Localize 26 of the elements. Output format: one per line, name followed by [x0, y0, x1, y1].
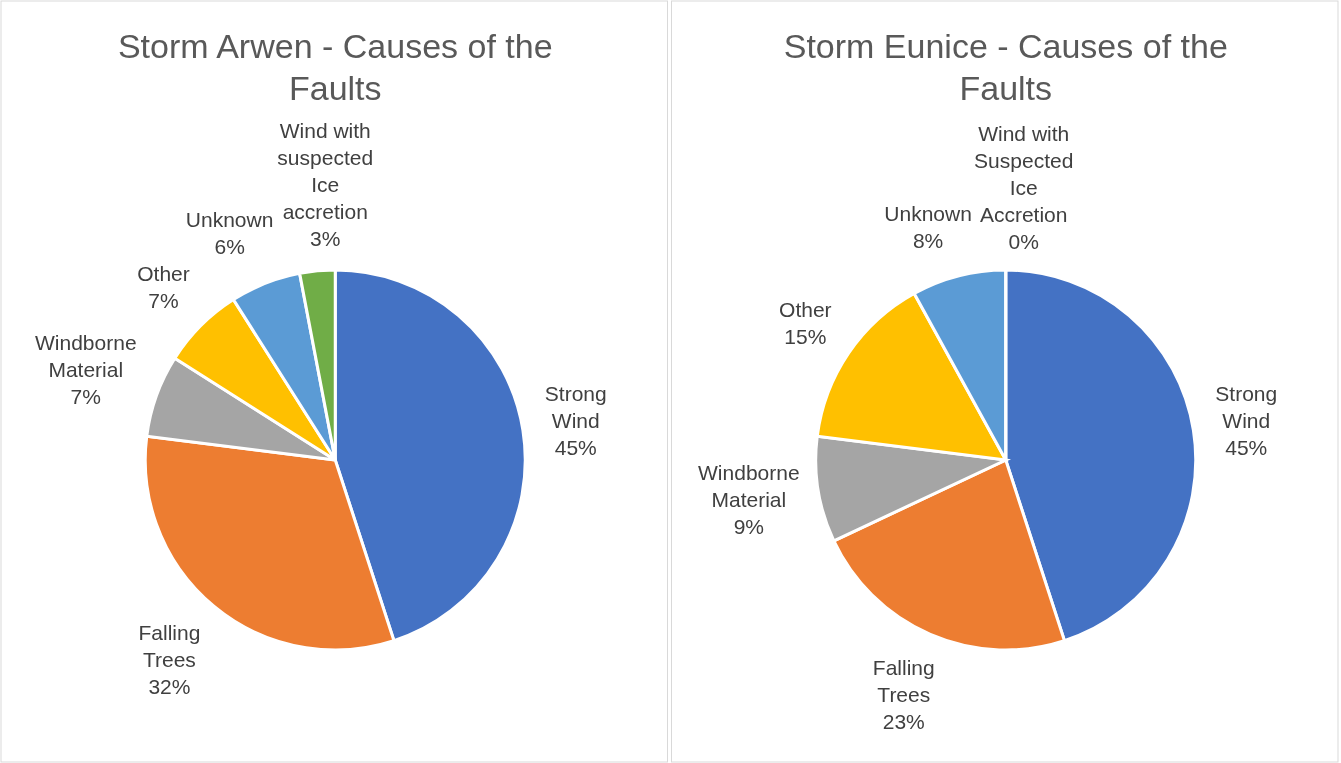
- slice-label: Strong Wind: [1215, 382, 1278, 433]
- slice-label: Unknown: [185, 207, 274, 231]
- slice-label: Falling Trees: [872, 656, 935, 707]
- slice-label: Wind with suspected Ice accretion: [277, 118, 374, 223]
- slice-label: Windborne Material: [698, 461, 800, 512]
- slice-label: Other: [779, 297, 832, 321]
- data-label: 7%: [70, 384, 101, 408]
- text: 0%: [1008, 230, 1039, 253]
- data-label: 3%: [310, 226, 341, 250]
- chart-title: Storm Arwen - Causes of the Faults: [117, 27, 553, 107]
- data-label: 8%: [912, 228, 944, 252]
- slice-label: Strong Wind: [544, 382, 607, 433]
- category-label: Wind with Suspected Ice Accretion: [974, 122, 1074, 226]
- data-label: 23%: [882, 710, 925, 734]
- slice-label: Falling Trees: [138, 620, 201, 671]
- slice-label: Windborne Material: [35, 330, 137, 381]
- data-label: 9%: [733, 515, 765, 539]
- data-label: 45%: [1225, 436, 1268, 460]
- data-label: 7%: [148, 289, 179, 313]
- data-label: 6%: [214, 234, 245, 258]
- data-label: 15%: [784, 324, 827, 348]
- data-label: 32%: [148, 674, 191, 698]
- slice-label: Unknown: [884, 201, 972, 225]
- chart-title: Storm Eunice - Causes of the Faults: [783, 27, 1228, 107]
- slice-label: Other: [137, 262, 190, 286]
- data-label: 45%: [554, 436, 597, 460]
